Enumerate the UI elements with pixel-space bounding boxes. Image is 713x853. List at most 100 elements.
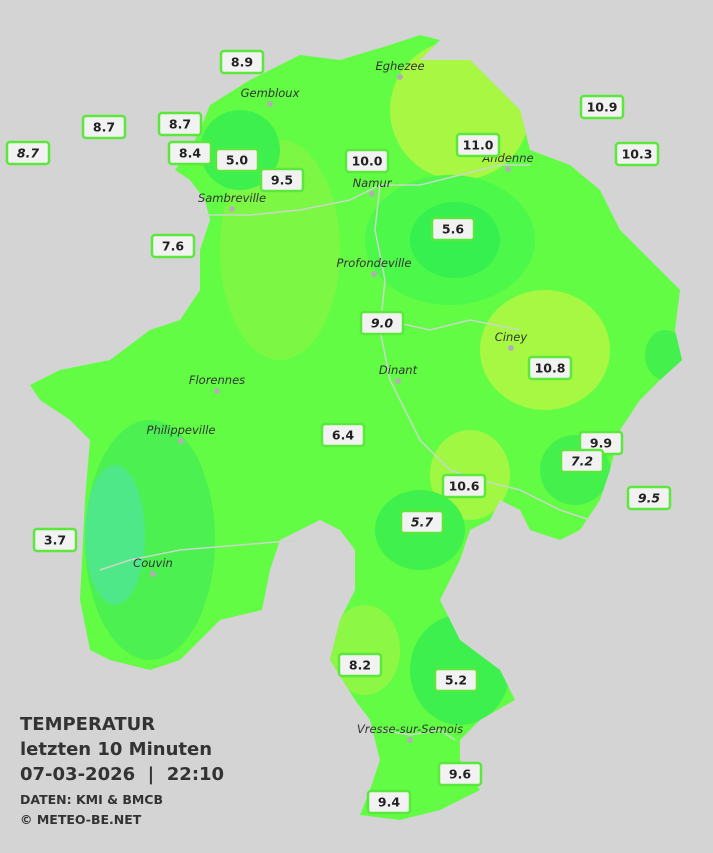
stations: 8.9 8.7 8.7 8.7 8.4 5.0 9.5 10.0 11.0 10.9 10.3 7.6…: [5, 49, 672, 815]
station-label: 5.0: [214, 147, 260, 173]
station-value: 9.9: [590, 436, 612, 451]
station-value: 3.7: [44, 533, 66, 548]
label-box: [214, 147, 260, 173]
label-box: [527, 355, 573, 381]
source: DATEN: KMI & BMCB: [20, 792, 163, 807]
station-label: 8.2: [337, 652, 383, 678]
town-name: Sambreville: [198, 191, 266, 205]
station-value: 8.2: [349, 658, 371, 673]
label-box: [559, 448, 605, 474]
town-dot: [395, 378, 401, 384]
period: letzten 10 Minuten: [20, 739, 212, 760]
label-box: [399, 509, 445, 535]
town-dot: [371, 271, 377, 277]
station-label: 3.7: [32, 527, 78, 553]
label-box: [359, 310, 405, 336]
town-dot: [214, 388, 220, 394]
town-dot: [150, 571, 156, 577]
station-label: 10.9: [579, 94, 625, 120]
label-box: [157, 111, 203, 137]
station-value: 10.0: [352, 154, 383, 169]
town-name: Dinant: [379, 363, 418, 377]
station-label: 7.2: [559, 448, 605, 474]
label-box: [344, 148, 390, 174]
label-box: [430, 216, 476, 242]
label-box: [167, 140, 213, 166]
town-name: Vresse-sur-Semois: [357, 722, 463, 736]
town-dot: [369, 191, 375, 197]
station-label: 10.0: [344, 148, 390, 174]
station-label: 5.7: [399, 509, 445, 535]
station-value: 8.9: [231, 55, 253, 70]
station-label: 9.4: [366, 789, 412, 815]
town-dot: [407, 737, 413, 743]
label-box: [366, 789, 412, 815]
label-box: [614, 141, 660, 167]
town-dot: [267, 101, 273, 107]
station-label: 5.6: [430, 216, 476, 242]
copyright: © METEO-BE.NET: [20, 812, 142, 827]
station-value: 9.0: [371, 316, 393, 331]
station-value: 5.0: [226, 153, 248, 168]
station-value: 9.4: [378, 795, 400, 810]
town-name: Philippeville: [147, 423, 216, 437]
station-value: 5.6: [442, 222, 464, 237]
station-label: 10.8: [527, 355, 573, 381]
legend-text: TEMPERATUR letzten 10 Minuten 07-03-2026…: [20, 714, 224, 827]
station-value: 9.6: [449, 767, 471, 782]
station-value: 10.6: [449, 479, 480, 494]
town-name: Profondeville: [337, 256, 412, 270]
label-box: [150, 233, 196, 259]
station-value: 6.4: [332, 428, 354, 443]
label-box: [32, 527, 78, 553]
station-label: 6.4: [320, 422, 366, 448]
station-value: 8.7: [93, 120, 115, 135]
label-box: [455, 132, 501, 158]
label-box: [437, 761, 483, 787]
label-box: [320, 422, 366, 448]
label-box: [626, 485, 672, 511]
station-value: 5.7: [411, 515, 433, 530]
station-label: 9.5: [259, 167, 305, 193]
town-name: Gembloux: [241, 86, 300, 100]
town-dot: [397, 74, 403, 80]
station-label: 8.9: [219, 49, 265, 75]
label-box: [5, 140, 51, 166]
station-label: 8.7: [81, 114, 127, 140]
timestamp: 07-03-2026 | 22:10: [20, 764, 224, 785]
label-box: [219, 49, 265, 75]
station-value: 10.8: [535, 361, 566, 376]
town-name: Ciney: [495, 330, 528, 344]
station-label: 8.4: [167, 140, 213, 166]
towns: EghezeeGemblouxAndenneNamurSambrevillePr…: [133, 59, 534, 743]
station-value: 10.9: [587, 100, 618, 115]
town-dot: [505, 166, 511, 172]
town-dot: [508, 345, 514, 351]
label-box: [337, 652, 383, 678]
station-value: 5.2: [445, 673, 467, 688]
station-label: 11.0: [455, 132, 501, 158]
station-value: 8.7: [17, 146, 39, 161]
station-label: 7.6: [150, 233, 196, 259]
station-value: 11.0: [463, 138, 494, 153]
station-label: 9.6: [437, 761, 483, 787]
station-value: 10.3: [622, 147, 653, 162]
station-label: 10.6: [441, 473, 487, 499]
town-dot: [229, 206, 235, 212]
label-box: [579, 94, 625, 120]
town-name: Florennes: [189, 373, 245, 387]
label-box: [433, 667, 479, 693]
station-label: 10.3: [614, 141, 660, 167]
town-name: Eghezee: [375, 59, 424, 73]
station-value: 8.7: [169, 117, 191, 132]
station-value: 7.2: [571, 454, 593, 469]
label-box: [81, 114, 127, 140]
label-box: [441, 473, 487, 499]
label-box: [259, 167, 305, 193]
station-label: 9.5: [626, 485, 672, 511]
station-value: 9.5: [271, 173, 293, 188]
station-label: 9.0: [359, 310, 405, 336]
station-label: 8.7: [157, 111, 203, 137]
station-label: 8.7: [5, 140, 51, 166]
